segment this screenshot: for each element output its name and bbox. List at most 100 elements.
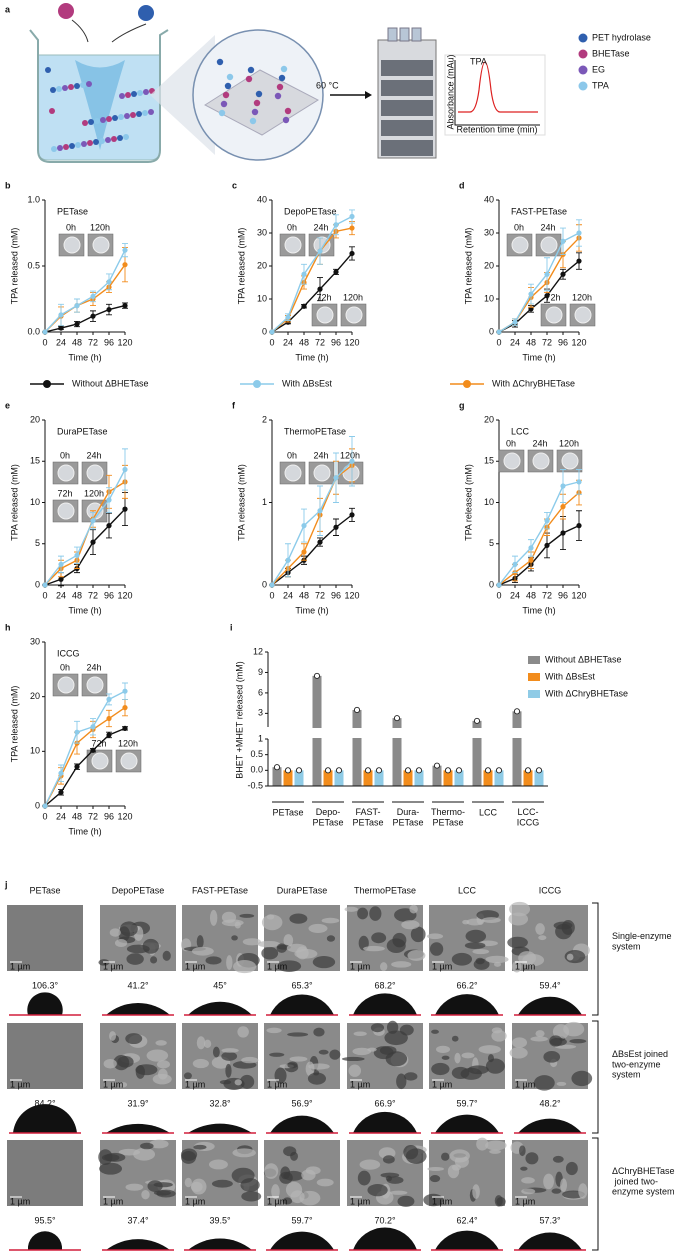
contact-angle: 45° [213, 980, 227, 990]
panel-label: h [5, 622, 11, 632]
scale-bar-label: 1 µm [515, 1079, 535, 1089]
column-title: DuraPETase [277, 885, 328, 895]
sem-texture [109, 928, 121, 937]
data-point [333, 475, 339, 481]
particle [247, 66, 255, 74]
inset-label: 24h [313, 450, 328, 460]
column-title: FAST-PETase [192, 885, 248, 895]
text-line: ICCG [517, 818, 540, 828]
droplet [27, 1231, 63, 1250]
scale-bar-label: 1 µm [185, 1079, 205, 1089]
sem-texture [578, 1183, 588, 1199]
x-tick-label: 24 [56, 811, 66, 821]
particle [45, 67, 51, 73]
replicate-dot [284, 767, 292, 774]
inset-label: 72h [316, 292, 331, 302]
data-point [122, 705, 128, 711]
particle [226, 73, 234, 81]
particle [280, 65, 288, 73]
replicate-dot [495, 767, 503, 774]
inset-disc [57, 464, 75, 482]
inset-label: 24h [540, 222, 555, 232]
row-bracket [592, 902, 599, 1016]
particle [216, 58, 224, 66]
x-tick-label: 120 [344, 590, 359, 600]
scale-bar-label: 1 µm [515, 961, 535, 971]
sem-texture [552, 1155, 564, 1163]
panel-label: b [5, 180, 11, 190]
sem-texture [261, 914, 283, 931]
particle [251, 108, 259, 116]
inset-disc [532, 452, 550, 470]
sem-texture [460, 1067, 482, 1080]
inset-label: 0h [287, 450, 297, 460]
sem-image [7, 905, 83, 971]
contact-angle: 66.9° [374, 1098, 396, 1108]
particle [276, 83, 284, 91]
instrument [377, 39, 437, 159]
bar [392, 718, 402, 786]
series-line [498, 232, 580, 333]
data-point [42, 803, 48, 809]
replicate-dot [393, 715, 401, 722]
legend-label: With ΔBsEst [282, 378, 333, 388]
row-bracket [592, 1137, 599, 1251]
contact-angle: 56.9° [291, 1098, 313, 1108]
series-line [498, 260, 580, 333]
droplet [518, 996, 582, 1015]
data-point [122, 303, 128, 309]
row-label: Single-enzyme system [612, 931, 672, 951]
legend-marker [463, 380, 471, 388]
sem-texture [312, 956, 336, 969]
sem-texture [429, 1175, 441, 1183]
inset-label: 24h [532, 438, 547, 448]
y-tick-label: 20 [30, 414, 40, 424]
contact-angle: 41.2° [127, 980, 149, 990]
replicate-dot [444, 767, 452, 774]
inset-label: 0h [287, 222, 297, 232]
row-label: ΔChryBHETase joined two-enzyme system [612, 1166, 675, 1197]
legend-icon [578, 33, 588, 43]
sem-texture [472, 948, 490, 955]
droplet [518, 1118, 582, 1133]
sem-texture [156, 1060, 170, 1069]
inset-disc [284, 236, 302, 254]
arrow-head [365, 91, 372, 99]
data-point [58, 576, 64, 582]
particle [105, 137, 111, 143]
replicate-dot [273, 764, 281, 771]
data-point [74, 764, 80, 770]
legend-label: Without ΔBHETase [545, 654, 622, 664]
y-tick-label: 15 [484, 456, 494, 466]
replicate-dot [295, 767, 303, 774]
data-point [576, 479, 582, 485]
x-tick-label: 48 [72, 590, 82, 600]
y-axis-label: TPA released (mM) [236, 228, 246, 305]
series-line [44, 469, 126, 586]
sem-texture [221, 919, 244, 927]
data-point [74, 321, 80, 327]
scale-bar-label: 1 µm [350, 961, 370, 971]
sem-texture [404, 1072, 418, 1081]
particle [249, 117, 257, 125]
series-line [271, 514, 353, 586]
sem-texture [380, 962, 388, 972]
sem-texture [257, 940, 281, 948]
column-title: DepoPETase [112, 885, 165, 895]
data-point [106, 715, 112, 722]
scale-bar-label: 1 µm [103, 1079, 123, 1089]
sem-texture [436, 1045, 451, 1054]
data-point [528, 557, 534, 563]
particle [50, 87, 56, 93]
sem-texture [289, 913, 308, 924]
contact-angle: 84.2° [34, 1098, 56, 1108]
sem-texture [367, 1047, 377, 1052]
bar [443, 770, 453, 786]
sem-texture [521, 1177, 535, 1184]
x-tick-label: Thermo-PETase [431, 807, 465, 827]
data-point [122, 466, 128, 473]
sem-texture [135, 1065, 146, 1079]
x-tick-label: 120 [117, 337, 132, 347]
x-tick-label: 0 [269, 590, 274, 600]
y-tick-label: 9 [258, 667, 263, 677]
